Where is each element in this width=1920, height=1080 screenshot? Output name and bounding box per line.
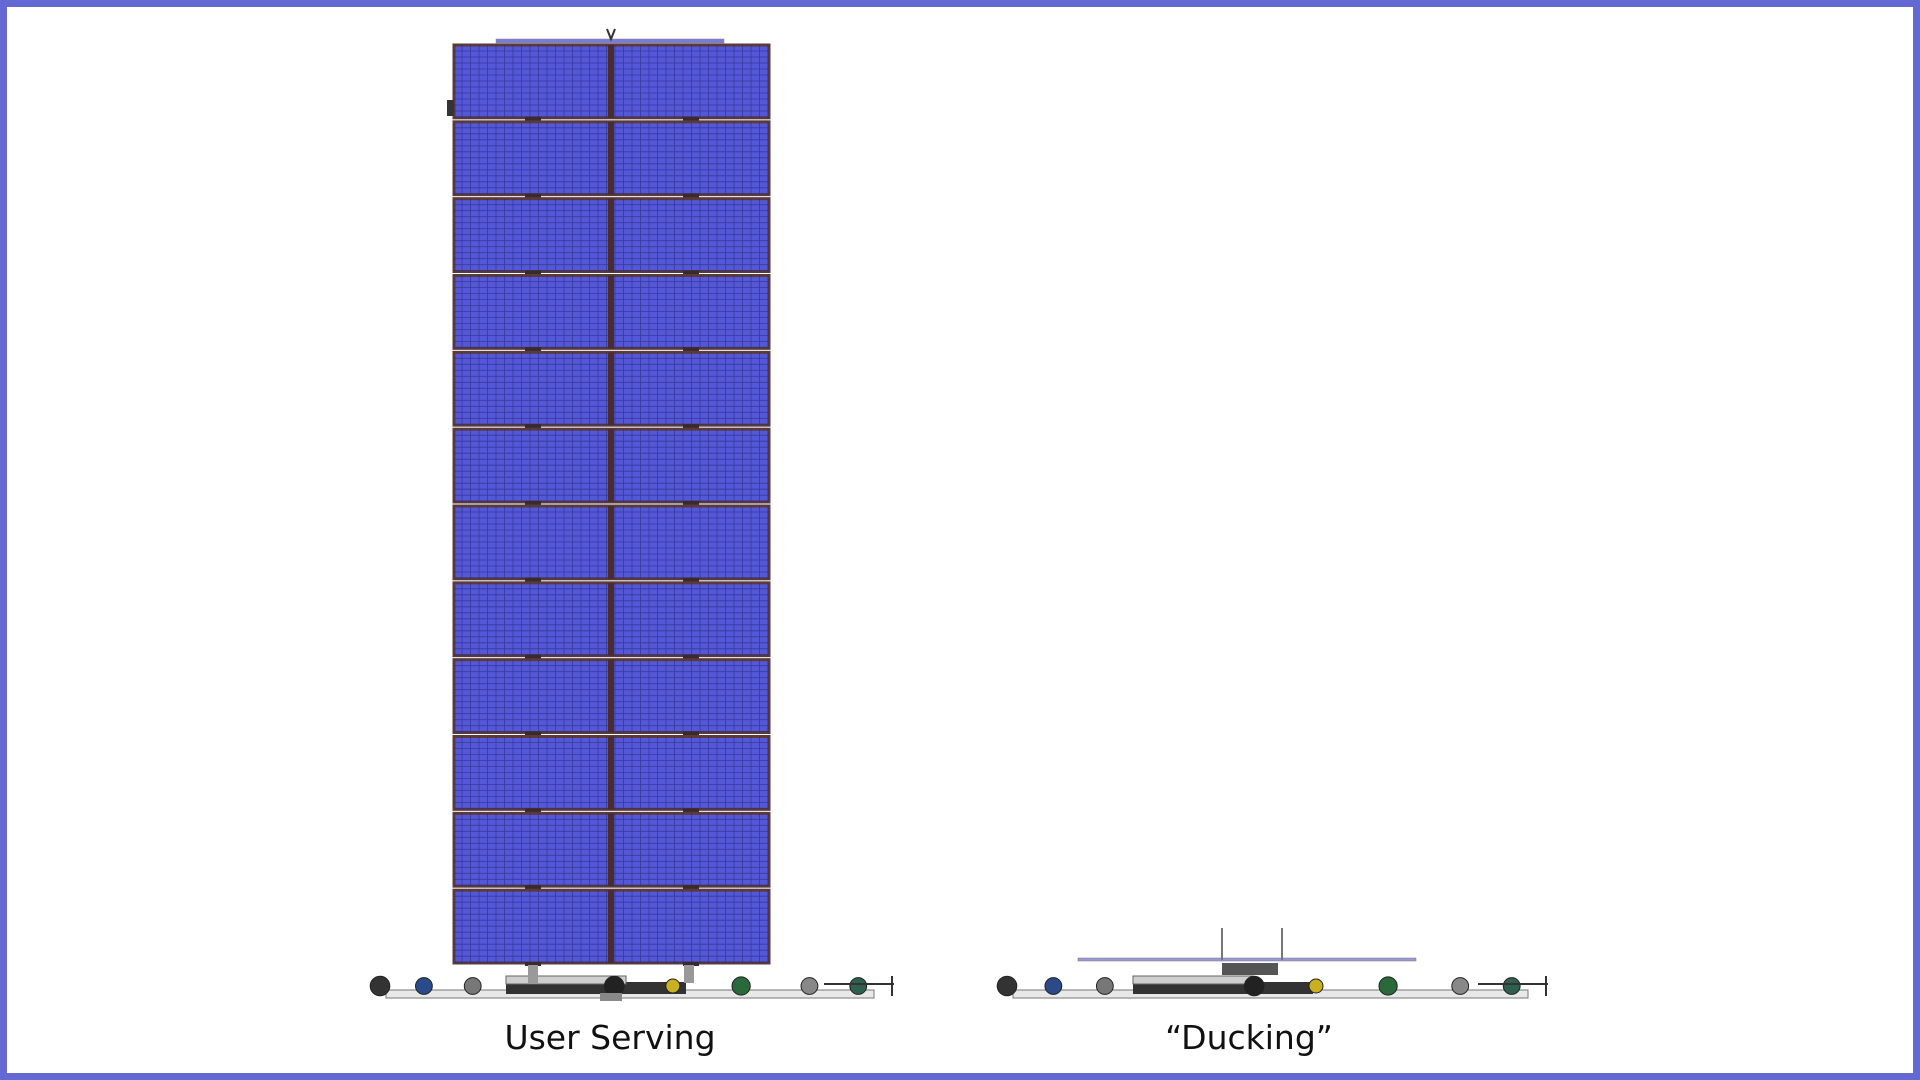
bus-body [506,982,686,994]
hinge [683,885,699,890]
hinge [683,577,699,582]
bus-ducking [996,975,1548,999]
center-spine [608,659,614,733]
center-spine [608,352,614,426]
bus-component [800,977,819,995]
antenna-tip [606,28,616,42]
bus-component [1451,977,1470,995]
hinge [525,885,541,890]
bus-component [1378,976,1398,996]
array-gimbal [1222,963,1278,975]
hinge [525,501,541,505]
solar-panel-segment [452,350,771,429]
bus-body [1133,982,1313,994]
hinge [683,270,699,275]
center-spine [608,198,614,272]
hinge [525,347,541,352]
center-spine [608,275,614,349]
solar-panel-segment [452,504,771,582]
hinge [525,577,541,582]
solar-panel-segment [452,888,771,966]
bus-component [731,976,751,996]
bus-component [603,975,625,997]
solar-panel-segment [452,197,771,275]
hinge [525,270,541,275]
hinge [683,731,699,736]
hinge [525,193,541,198]
boom [824,976,894,996]
top-edge-bar [495,38,725,44]
bus-component [996,975,1018,997]
hinge [525,116,541,121]
solar-panel-segment [452,43,771,121]
bus-component [1502,977,1521,995]
bus-component [369,975,391,997]
nadir-mount [600,993,622,1001]
solar-array [452,43,771,966]
bus-component [1243,975,1265,997]
hinge [683,808,699,813]
center-spine [608,736,614,810]
solar-panel-segment [452,120,771,198]
center-spine [608,429,614,502]
array-mount [528,965,538,983]
hinge [683,116,699,121]
solar-panel-segment [452,427,771,505]
bus-component [1095,977,1114,995]
bus-component [463,977,482,995]
bus-user-serving [369,965,894,1001]
hinge [683,347,699,352]
bus-top [505,975,627,985]
solar-panel-segment [452,811,771,890]
center-spine [608,506,614,579]
label-user-serving: User Serving [504,1018,716,1057]
solar-panel-segment [452,274,771,352]
side-bracket [447,100,454,116]
hinge [683,193,699,198]
bus-component [415,977,433,995]
boom [1478,976,1548,996]
hinge [525,654,541,659]
bus-component [1044,977,1063,995]
solar-panel-segment [452,581,771,659]
center-spine [608,45,614,118]
hinge [525,731,541,736]
stowed-array [1077,928,1417,975]
center-spine [608,813,614,887]
solar-panel-segment [452,658,771,736]
bus-component [1308,978,1324,994]
hinge [683,501,699,505]
center-spine [608,582,614,656]
label-ducking: “Ducking” [1165,1018,1333,1057]
bus-top [1132,975,1254,985]
hinge [525,424,541,429]
bus-component [665,978,681,994]
center-spine [608,121,614,195]
array-mount [684,965,694,983]
hinge [683,654,699,659]
stowed-panel [1077,957,1417,962]
hinge [525,808,541,813]
mast [1221,928,1283,960]
hinge [683,962,699,966]
center-spine [608,890,614,963]
solar-panel-segment [452,735,771,813]
bus-component [849,977,868,995]
hinge [683,424,699,429]
hinge [525,962,541,966]
